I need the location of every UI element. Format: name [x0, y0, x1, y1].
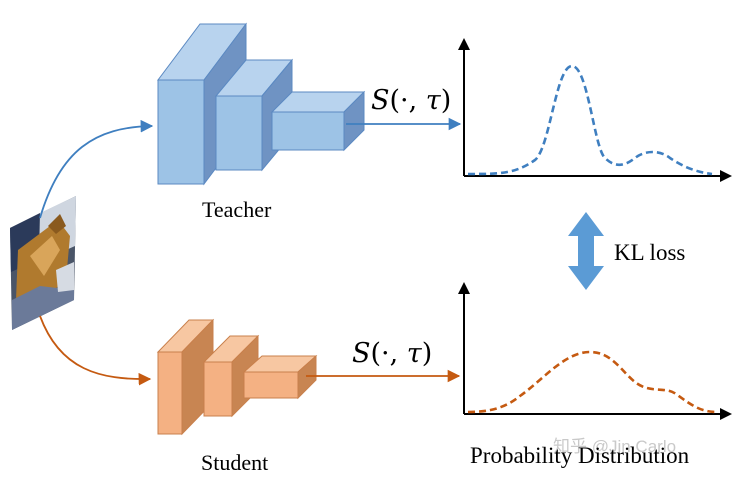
softmax-args-close: )	[440, 85, 452, 116]
student-label: Student	[201, 450, 269, 475]
teacher-softmax-label: S(·, τ)	[371, 85, 451, 116]
teacher-distribution-plot	[458, 38, 732, 182]
softmax-args-close: )	[421, 338, 433, 369]
student-softmax-label: S(·, τ)	[352, 338, 432, 369]
student-distribution-plot	[458, 282, 732, 420]
teacher-input-arrow	[39, 119, 154, 219]
student-input-arrow	[39, 315, 152, 386]
input-image-icon	[10, 196, 76, 330]
teacher-distribution-curve	[467, 64, 713, 176]
probability-distribution-label: Probability Distribution	[470, 443, 690, 468]
double-vertical-arrow-icon	[568, 212, 604, 290]
student-network	[156, 318, 318, 436]
softmax-symbol: S	[352, 338, 371, 369]
kl-loss-label: KL loss	[614, 240, 686, 265]
softmax-args-open: (·,	[370, 338, 407, 369]
softmax-tau: τ	[406, 338, 422, 369]
teacher-label: Teacher	[202, 197, 272, 222]
softmax-symbol: S	[371, 85, 390, 116]
softmax-tau: τ	[425, 85, 441, 116]
teacher-network	[157, 22, 366, 186]
student-distribution-curve	[467, 350, 717, 414]
watermark: 知乎 @Jin Carlo	[553, 437, 677, 456]
softmax-args-open: (·,	[389, 85, 426, 116]
